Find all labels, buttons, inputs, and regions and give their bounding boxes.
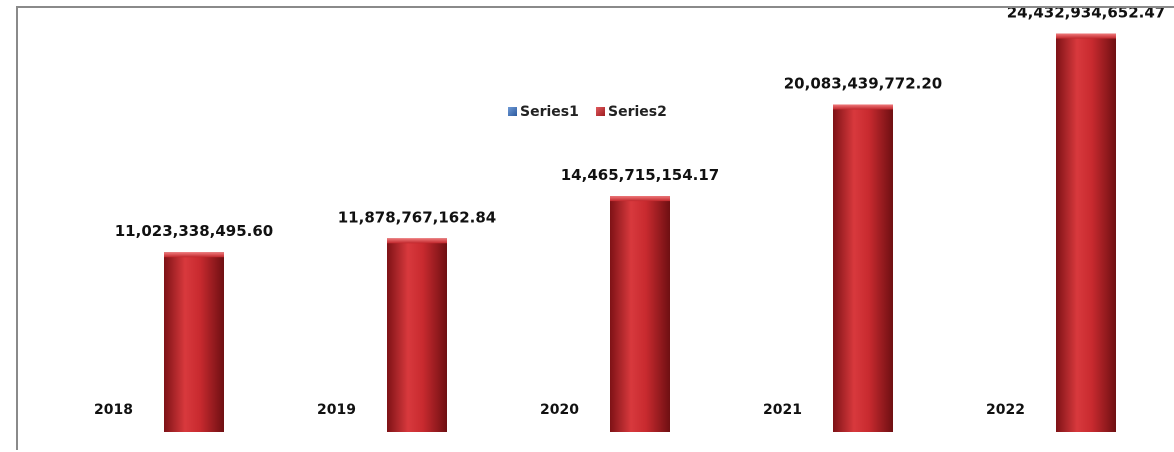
bar-top-cap-2019	[387, 238, 447, 244]
bar-top-cap-2018	[164, 252, 224, 258]
category-label-2021: 2021	[763, 402, 802, 418]
bars-group	[164, 33, 1116, 432]
category-label-2018: 2018	[94, 402, 133, 418]
category-label-2020: 2020	[540, 402, 579, 418]
legend-swatch-2	[596, 107, 605, 116]
data-label-2022: 24,432,934,652.47	[1007, 8, 1165, 22]
bar-series2-2021	[833, 104, 893, 432]
category-labels-group: 2018 2019 2020 2021 2022	[94, 402, 1025, 418]
legend-swatch-1	[508, 107, 517, 116]
data-label-2019: 11,878,767,162.84	[338, 208, 496, 226]
data-labels-group: 11,023,338,495.60 11,878,767,162.84 14,465…	[115, 8, 1165, 240]
legend-label-2: Series2	[608, 104, 667, 120]
category-label-2022: 2022	[986, 402, 1025, 418]
data-label-2020: 14,465,715,154.17	[561, 166, 719, 184]
bar-series2-2022	[1056, 33, 1116, 432]
category-label-2019: 2019	[317, 402, 356, 418]
legend-label-1: Series1	[520, 104, 579, 120]
chart-frame: Series1 Series2 11,023,338,495.60 11,878,7…	[16, 6, 1174, 450]
bar-top-cap-2022	[1056, 33, 1116, 39]
bar-series2-2018	[164, 252, 224, 432]
bar-series2-2019	[387, 238, 447, 432]
data-label-2021: 20,083,439,772.20	[784, 74, 942, 92]
chart-legend: Series1 Series2	[508, 104, 667, 120]
bar-top-cap-2021	[833, 104, 893, 110]
bar-top-cap-2020	[610, 196, 670, 202]
data-label-2018: 11,023,338,495.60	[115, 222, 273, 240]
bar-chart: Series1 Series2 11,023,338,495.60 11,878,7…	[94, 8, 1165, 432]
bar-series2-2020	[610, 196, 670, 432]
